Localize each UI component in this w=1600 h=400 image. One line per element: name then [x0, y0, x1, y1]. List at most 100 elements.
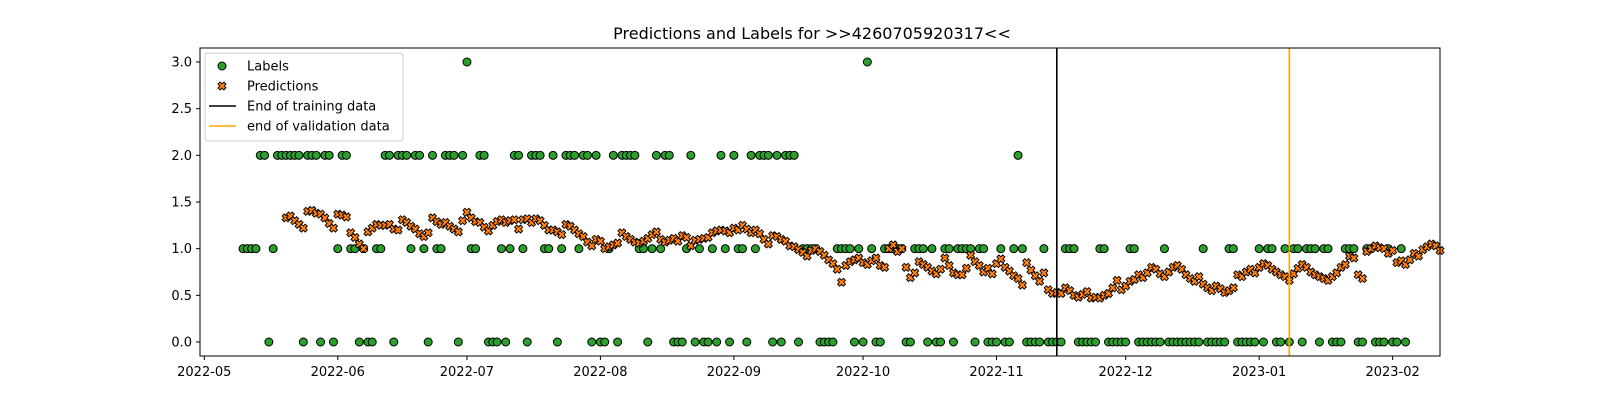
label-point — [518, 244, 528, 254]
label-point — [591, 150, 601, 160]
prediction-point — [1034, 276, 1045, 286]
prediction-point — [763, 239, 773, 249]
label-point — [677, 337, 687, 347]
label-point — [651, 150, 661, 160]
label-point — [367, 337, 377, 347]
prediction-point — [996, 254, 1006, 264]
prediction-point — [832, 264, 842, 274]
label-point — [479, 150, 489, 160]
label-point — [600, 337, 610, 347]
legend-label: end of validation data — [247, 120, 390, 135]
label-point — [471, 244, 481, 254]
y-tick-label: 0.5 — [171, 289, 192, 304]
label-point — [923, 337, 933, 347]
prediction-point — [458, 216, 468, 226]
prediction-point — [987, 269, 997, 279]
label-point — [1129, 244, 1139, 254]
label-point — [918, 244, 928, 254]
prediction-point — [961, 263, 972, 273]
label-point — [716, 150, 726, 160]
label-point — [996, 244, 1006, 254]
prediction-point — [935, 264, 946, 274]
label-point — [423, 337, 433, 347]
legend-marker-predictions — [217, 81, 227, 91]
label-point — [496, 244, 506, 254]
y-tick-label: 1.5 — [171, 196, 192, 211]
x-tick-label: 2022-06 — [311, 365, 365, 380]
label-point — [1220, 337, 1230, 347]
label-point — [858, 337, 868, 347]
label-point — [251, 244, 261, 254]
label-point — [979, 244, 989, 254]
label-point — [643, 337, 653, 347]
label-point — [570, 150, 580, 160]
label-point — [1159, 244, 1169, 254]
label-point — [1056, 337, 1066, 347]
label-point — [354, 337, 364, 347]
label-point — [793, 337, 803, 347]
label-point — [583, 150, 592, 160]
label-point — [1349, 244, 1359, 254]
label-point — [574, 244, 584, 254]
label-point — [453, 337, 463, 347]
label-point — [992, 337, 1002, 347]
label-point — [402, 150, 412, 160]
label-point — [492, 337, 502, 347]
label-point — [1069, 244, 1079, 254]
x-tick-label: 2022-12 — [1099, 365, 1153, 380]
label-point — [389, 337, 399, 347]
axes-frame — [199, 47, 1441, 357]
label-point — [544, 244, 554, 254]
plot-area: 2022-05 2022-06 2022-07 2022-08 2022-09 2022-… — [171, 48, 1445, 380]
prediction-point — [453, 227, 463, 237]
prediction-point — [393, 225, 403, 235]
prediction-point — [681, 232, 692, 243]
label-point — [845, 244, 855, 254]
prediction-point — [328, 223, 339, 233]
label-point — [436, 244, 446, 254]
label-point — [505, 244, 515, 254]
x-tick-label: 2023-02 — [1365, 365, 1419, 380]
label-point — [1099, 244, 1109, 254]
label-point — [1194, 337, 1204, 347]
label-point — [260, 150, 270, 160]
label-point — [725, 337, 735, 347]
label-point — [333, 244, 343, 254]
label-point — [1280, 244, 1290, 254]
label-point — [406, 244, 416, 254]
label-point — [772, 150, 782, 160]
label-point — [789, 150, 799, 160]
label-point — [587, 337, 597, 347]
prediction-point — [423, 228, 433, 238]
label-point — [768, 337, 778, 347]
label-point — [1310, 244, 1320, 254]
label-point — [630, 150, 640, 160]
label-point — [341, 150, 351, 160]
label-point — [712, 337, 722, 347]
label-point — [311, 150, 321, 160]
label-point — [862, 57, 872, 67]
legend-label: Labels — [247, 60, 289, 75]
label-point — [936, 337, 946, 347]
legend-label: Predictions — [247, 80, 319, 95]
prediction-point — [901, 262, 911, 272]
label-point — [970, 337, 980, 347]
label-point — [608, 150, 618, 160]
label-point — [849, 337, 859, 347]
x-tick-label: 2022-11 — [969, 365, 1023, 380]
legend-box — [204, 52, 404, 142]
label-point — [1293, 244, 1303, 254]
label-point — [1091, 337, 1101, 347]
prediction-point — [1228, 283, 1238, 293]
label-point — [548, 150, 558, 160]
label-point — [384, 150, 394, 160]
label-point — [905, 337, 915, 347]
label-point — [449, 150, 459, 160]
label-point — [966, 244, 976, 254]
label-point — [1198, 244, 1208, 254]
label-point — [1009, 244, 1019, 254]
label-point — [703, 337, 713, 347]
label-point — [501, 337, 511, 347]
label-point — [1155, 337, 1165, 347]
label-point — [1267, 244, 1277, 254]
